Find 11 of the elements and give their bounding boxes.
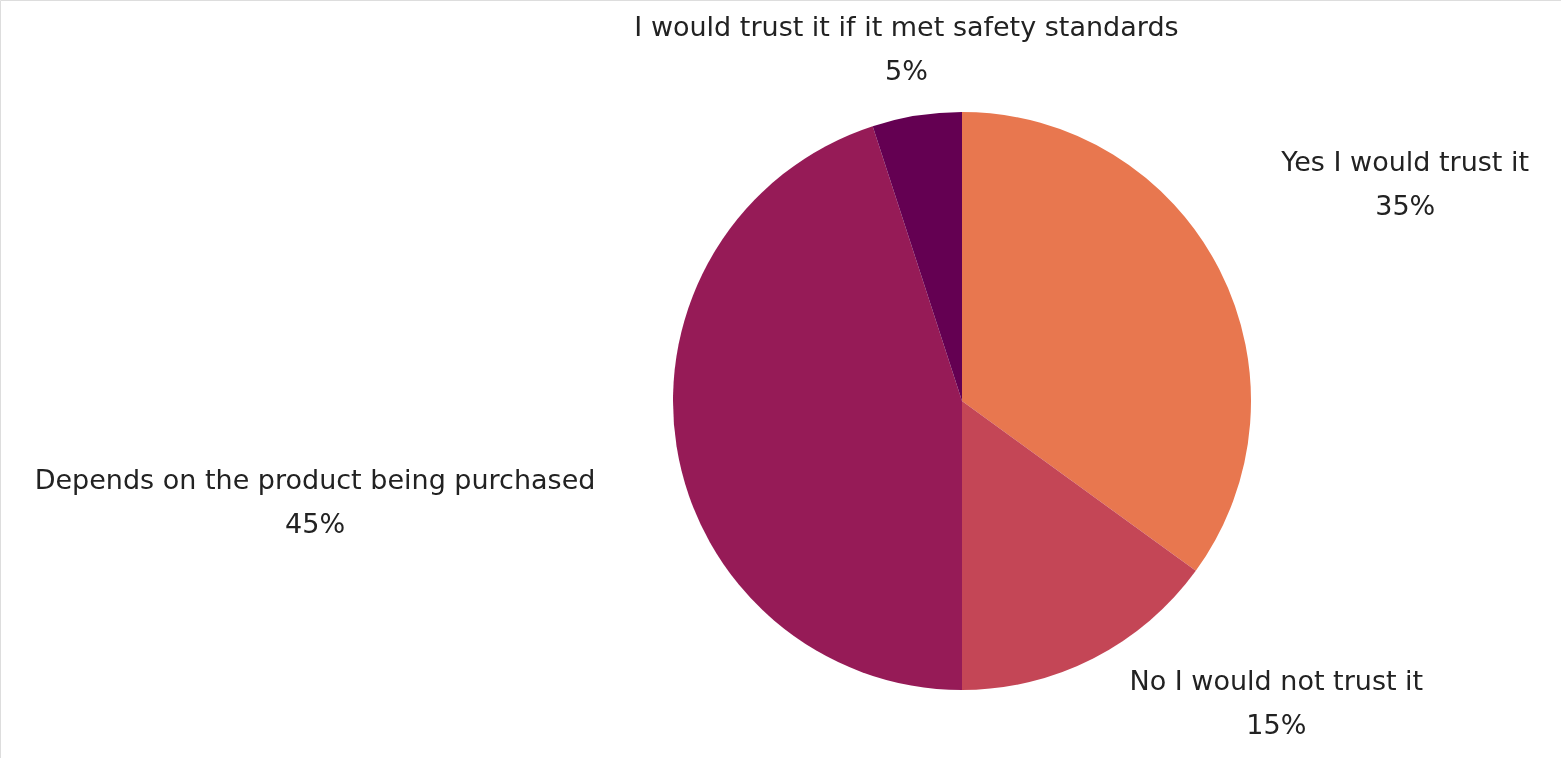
data-label: 5% bbox=[885, 55, 928, 87]
slice-label: No I would not trust it bbox=[1129, 664, 1424, 696]
pie-slice bbox=[962, 112, 1251, 571]
slice-label: I would trust it if it met safety standards bbox=[634, 11, 1179, 43]
data-label: 35% bbox=[1375, 190, 1436, 222]
data-label: 45% bbox=[285, 508, 346, 540]
slice-label: Depends on the product being purchased bbox=[34, 464, 596, 496]
data-label: 15% bbox=[1246, 708, 1307, 740]
pie-slice bbox=[673, 126, 962, 690]
pie-slice bbox=[872, 112, 962, 401]
slice-label: Yes I would trust it bbox=[1280, 146, 1530, 178]
